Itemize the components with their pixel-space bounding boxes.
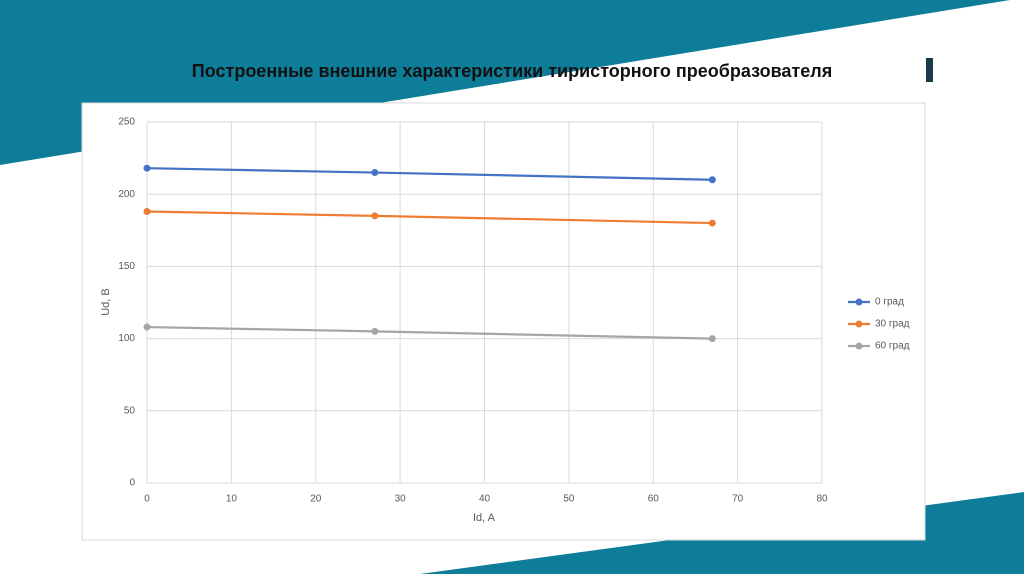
data-point [708, 219, 716, 227]
x-tick-label: 80 [816, 494, 828, 505]
y-tick-label: 150 [118, 261, 135, 272]
legend-label: 60 град [875, 341, 910, 352]
x-tick-label: 40 [479, 494, 491, 505]
chart-title: Построенные внешние характеристики тирис… [192, 61, 832, 81]
x-tick-label: 30 [395, 494, 407, 505]
y-tick-label: 250 [118, 117, 135, 128]
legend-label: 0 град [875, 297, 904, 308]
x-tick-label: 20 [310, 494, 322, 505]
legend-label: 30 град [875, 319, 910, 330]
data-point [143, 164, 151, 172]
x-tick-label: 0 [144, 494, 150, 505]
x-axis-label: Id, A [473, 512, 496, 524]
y-tick-label: 100 [118, 333, 135, 344]
data-point [708, 335, 716, 343]
x-tick-label: 50 [563, 494, 575, 505]
y-tick-label: 50 [124, 405, 136, 416]
data-point [371, 327, 379, 335]
data-point [371, 169, 379, 177]
y-tick-label: 200 [118, 189, 135, 200]
data-point [143, 323, 151, 331]
title-accent [926, 58, 933, 82]
legend-marker [855, 342, 863, 350]
y-axis-label: Ud, B [100, 288, 112, 316]
legend-marker [855, 320, 863, 328]
data-point [371, 212, 379, 220]
x-tick-label: 70 [732, 494, 744, 505]
y-tick-label: 0 [129, 478, 135, 489]
data-point [143, 208, 151, 216]
x-tick-label: 60 [648, 494, 660, 505]
x-tick-label: 10 [226, 494, 238, 505]
legend-marker [855, 298, 863, 306]
data-point [708, 176, 716, 184]
